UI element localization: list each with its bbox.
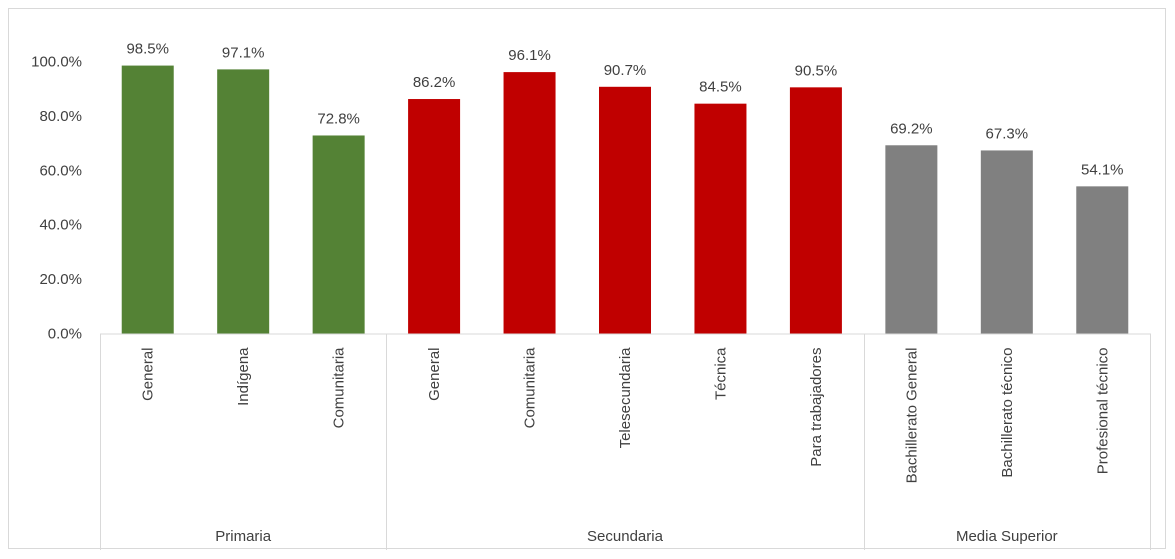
y-tick-label: 20.0% — [39, 271, 82, 288]
data-label: 67.3% — [986, 125, 1029, 142]
data-label: 90.5% — [795, 62, 838, 79]
bar — [503, 72, 556, 334]
group-label: Media Superior — [956, 528, 1058, 545]
y-tick-label: 60.0% — [39, 162, 82, 179]
category-label: Para trabajadores — [808, 348, 825, 467]
data-label: 72.8% — [317, 110, 360, 127]
x-axis: General Indígena Comunitaria Primaria Genera… — [100, 333, 1151, 550]
bars: 98.5% 97.1% 72.8% 86.2% 96.1% 90.7% 84.5% 90.5%… — [121, 41, 1129, 334]
data-label: 98.5% — [126, 41, 169, 58]
category-label: Bachillerato General — [903, 348, 920, 484]
bar — [694, 103, 747, 334]
y-tick-label: 40.0% — [39, 217, 82, 234]
data-label: 69.2% — [890, 120, 933, 137]
bar — [312, 135, 365, 334]
bar — [217, 69, 270, 334]
data-label: 97.1% — [222, 44, 265, 61]
data-label: 96.1% — [508, 47, 551, 64]
y-tick-label: 0.0% — [48, 326, 82, 343]
category-label: Bachillerato técnico — [999, 348, 1016, 478]
chart-frame — [8, 8, 1166, 549]
y-tick-label: 100.0% — [31, 54, 82, 71]
category-label: Comunitaria — [522, 347, 539, 429]
data-label: 86.2% — [413, 74, 456, 91]
y-tick-label: 80.0% — [39, 108, 82, 125]
group-label: Primaria — [215, 528, 271, 545]
bar — [121, 65, 174, 334]
bar — [599, 86, 651, 334]
bar — [980, 150, 1033, 334]
bar — [1076, 186, 1129, 334]
group-label: Secundaria — [587, 528, 664, 545]
category-label: Técnica — [712, 347, 729, 400]
category-label: General — [426, 348, 443, 401]
data-label: 84.5% — [699, 79, 742, 96]
y-axis: 0.0% 20.0% 40.0% 60.0% 80.0% 100.0% — [31, 54, 82, 343]
bar — [789, 87, 842, 334]
category-label: Comunitaria — [331, 347, 348, 429]
bar — [408, 99, 461, 334]
data-label: 90.7% — [604, 62, 647, 79]
bar — [885, 145, 938, 334]
category-label: General — [140, 348, 157, 401]
category-label: Profesional técnico — [1094, 348, 1111, 475]
category-label: Indígena — [235, 347, 252, 406]
data-label: 54.1% — [1081, 161, 1124, 178]
category-label: Telesecundaria — [617, 347, 634, 449]
